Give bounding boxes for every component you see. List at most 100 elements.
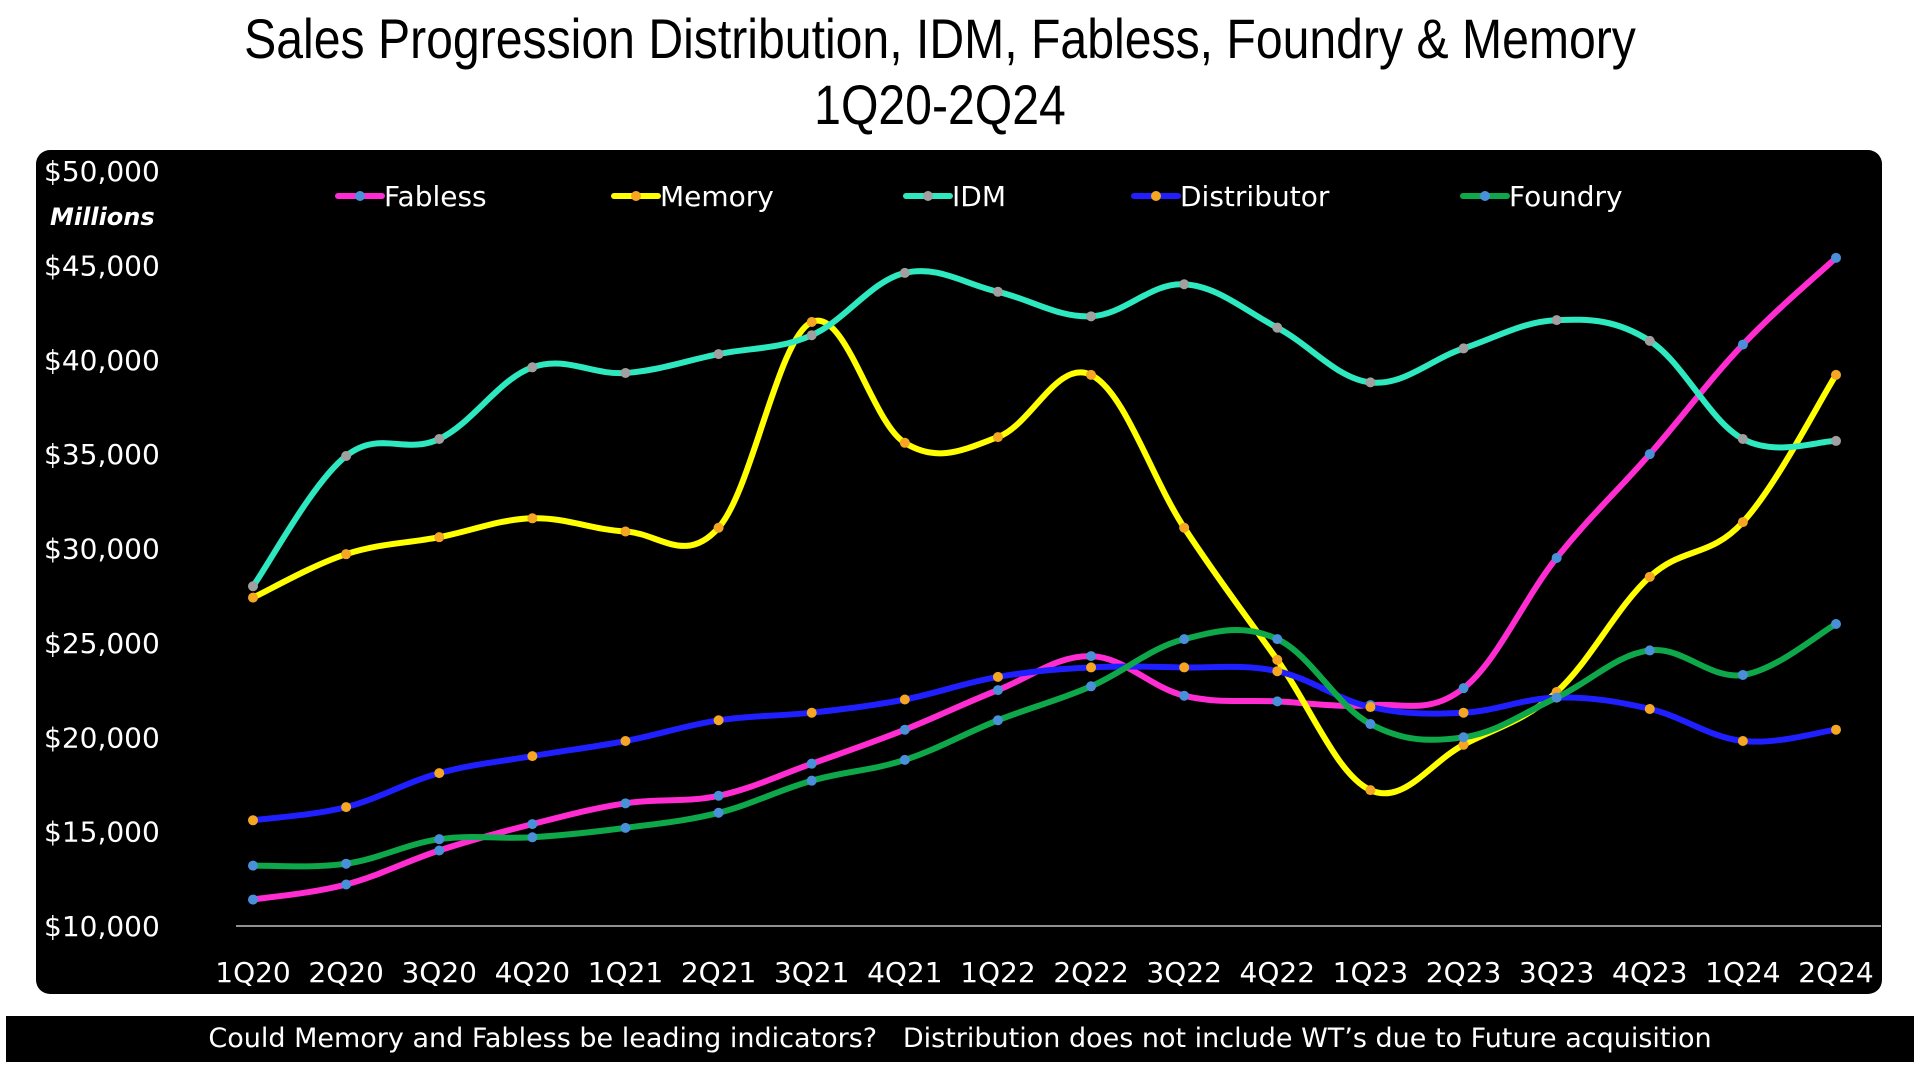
legend-marker-fabless xyxy=(355,191,365,201)
data-point-fabless xyxy=(1831,252,1841,263)
x-tick-label: 3Q23 xyxy=(1519,956,1594,989)
data-point-idm xyxy=(992,286,1003,297)
data-point-memory xyxy=(1272,654,1283,665)
data-point-distributor xyxy=(620,736,631,747)
data-point-fabless xyxy=(341,879,352,890)
legend-marker-memory xyxy=(631,191,641,201)
data-point-foundry xyxy=(620,822,631,833)
data-point-foundry xyxy=(713,807,724,818)
data-point-idm xyxy=(1831,435,1841,446)
data-point-distributor xyxy=(1644,703,1655,714)
data-point-idm xyxy=(248,581,258,592)
data-point-foundry xyxy=(1086,681,1097,692)
data-point-memory xyxy=(1365,785,1376,796)
data-point-foundry xyxy=(1737,669,1748,680)
data-point-memory xyxy=(1458,739,1469,750)
data-point-memory xyxy=(992,432,1003,443)
data-point-foundry xyxy=(434,834,445,845)
data-point-fabless xyxy=(1458,683,1469,694)
series-line-idm xyxy=(250,268,1839,590)
x-tick-label: 3Q21 xyxy=(774,956,849,989)
x-tick-label: 2Q23 xyxy=(1426,956,1501,989)
data-point-foundry xyxy=(1179,634,1190,645)
data-point-memory xyxy=(1831,369,1841,380)
series-line-memory xyxy=(250,317,1839,797)
data-point-foundry xyxy=(1272,634,1283,645)
data-point-idm xyxy=(1737,434,1748,445)
data-point-distributor xyxy=(248,815,258,826)
data-point-distributor xyxy=(1458,707,1469,718)
x-tick-label: 3Q20 xyxy=(401,956,476,989)
data-point-fabless xyxy=(248,894,258,905)
y-tick-label: $50,000 xyxy=(44,155,160,188)
data-point-fabless xyxy=(1179,690,1190,701)
x-tick-label: 4Q20 xyxy=(495,956,570,989)
data-point-fabless xyxy=(713,790,724,801)
legend-label-memory: Memory xyxy=(660,180,774,213)
data-point-distributor xyxy=(1179,662,1190,673)
data-point-foundry xyxy=(527,832,538,843)
y-tick-label: $45,000 xyxy=(44,249,160,282)
chart-panel: $10,000 $15,000 $20,000 $25,000 $30,000 $35,0… xyxy=(36,150,1882,994)
legend-marker-foundry xyxy=(1480,191,1490,201)
units-label: Millions xyxy=(50,203,155,231)
legend-marker-distributor xyxy=(1151,191,1161,201)
data-point-distributor xyxy=(1086,662,1097,673)
legend-label-distributor: Distributor xyxy=(1180,180,1330,213)
data-point-fabless xyxy=(899,724,910,735)
y-tick-label: $40,000 xyxy=(44,344,160,377)
x-tick-label: 4Q21 xyxy=(867,956,942,989)
data-point-idm xyxy=(620,367,631,378)
data-point-foundry xyxy=(1365,719,1376,730)
data-point-memory xyxy=(1086,369,1097,380)
x-tick-label: 3Q22 xyxy=(1146,956,1221,989)
data-point-foundry xyxy=(899,754,910,765)
data-point-fabless xyxy=(434,845,445,856)
chart-title: Sales Progression Distribution, IDM, Fab… xyxy=(132,6,1749,138)
data-point-distributor xyxy=(1737,736,1748,747)
x-tick-label: 1Q22 xyxy=(960,956,1035,989)
legend-label-idm: IDM xyxy=(952,180,1006,213)
data-point-memory xyxy=(341,549,352,560)
data-point-memory xyxy=(1644,571,1655,582)
x-tick-label: 1Q23 xyxy=(1333,956,1408,989)
series-line-fabless xyxy=(250,254,1839,903)
data-point-fabless xyxy=(1272,696,1283,707)
data-point-foundry xyxy=(806,775,817,786)
legend-label-fabless: Fabless xyxy=(384,180,487,213)
data-point-distributor xyxy=(1272,666,1283,677)
data-point-idm xyxy=(341,451,352,462)
data-point-foundry xyxy=(992,715,1003,726)
data-point-memory xyxy=(527,513,538,524)
data-point-idm xyxy=(1272,322,1283,333)
data-point-memory xyxy=(434,532,445,543)
x-tick-label: 4Q23 xyxy=(1612,956,1687,989)
data-point-memory xyxy=(713,522,724,533)
x-tick-label: 2Q20 xyxy=(308,956,383,989)
data-point-distributor xyxy=(806,707,817,718)
series-line-distributor xyxy=(250,663,1839,824)
data-point-memory xyxy=(899,437,910,448)
y-tick-label: $10,000 xyxy=(44,910,160,943)
x-tick-label: 2Q21 xyxy=(681,956,756,989)
legend-label-foundry: Foundry xyxy=(1509,180,1623,213)
data-point-idm xyxy=(1644,335,1655,346)
data-point-foundry xyxy=(1831,619,1841,629)
data-point-memory xyxy=(1179,522,1190,533)
data-point-idm xyxy=(713,349,724,360)
y-tick-label: $15,000 xyxy=(44,816,160,849)
line-chart: $10,000 $15,000 $20,000 $25,000 $30,000 $35,0… xyxy=(44,155,1881,989)
data-point-fabless xyxy=(620,798,631,809)
data-point-distributor xyxy=(1831,724,1841,735)
legend-marker-idm xyxy=(923,191,933,201)
data-point-fabless xyxy=(806,758,817,769)
data-point-distributor xyxy=(1365,702,1376,713)
footer-note: Could Memory and Fabless be leading indi… xyxy=(6,1016,1914,1062)
chart-title-line-1: Sales Progression Distribution, IDM, Fab… xyxy=(244,7,1636,70)
x-tick-label: 2Q22 xyxy=(1053,956,1128,989)
y-tick-label: $30,000 xyxy=(44,533,160,566)
y-tick-label: $20,000 xyxy=(44,721,160,754)
data-point-idm xyxy=(1086,311,1097,322)
data-point-foundry xyxy=(1551,692,1562,703)
data-point-idm xyxy=(1458,343,1469,354)
